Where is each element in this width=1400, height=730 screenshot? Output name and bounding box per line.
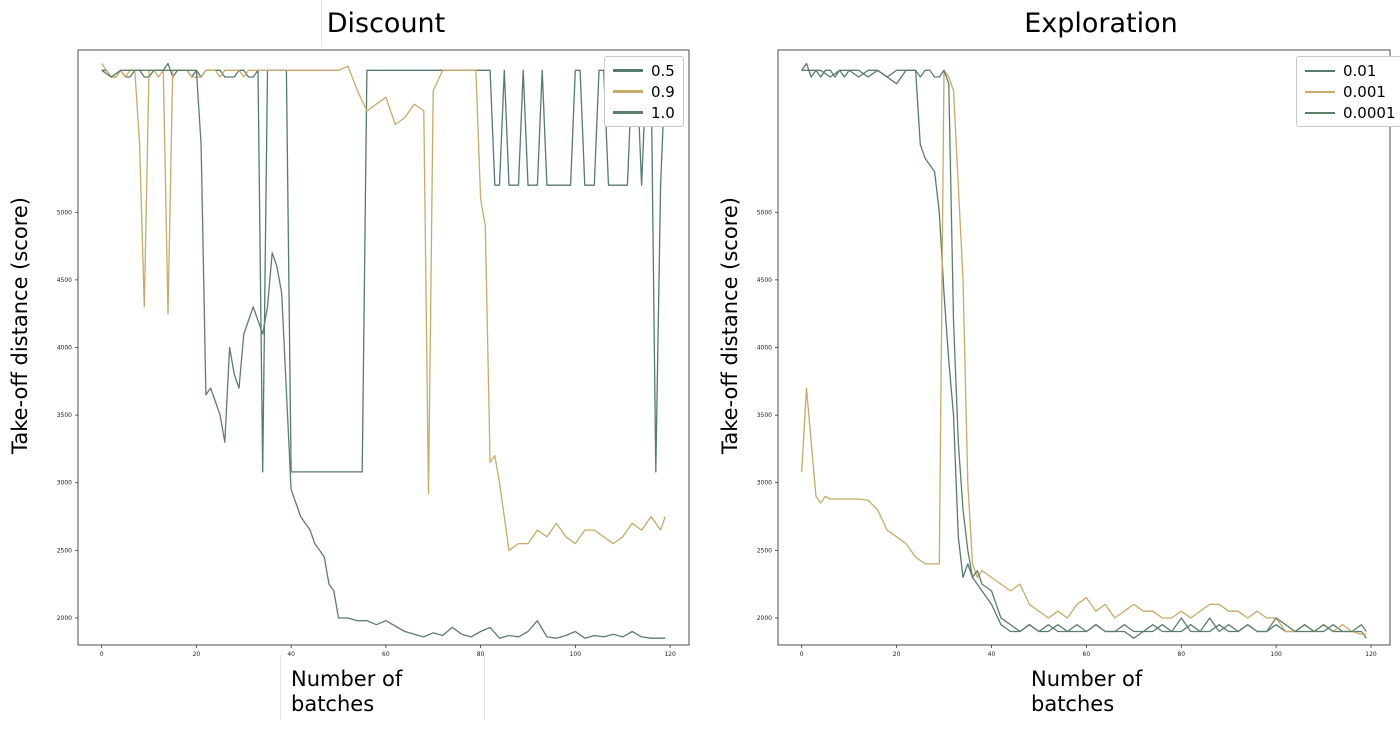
legend-item: 1.0 [613,102,675,123]
y-tick-label: 4500 [57,277,72,284]
x-tick-label: 120 [664,651,676,658]
y-tick-label: 2000 [57,615,72,622]
x-tick-label: 120 [1365,651,1377,658]
x-tick-label: 100 [570,651,582,658]
legend-label: 0.001 [1343,82,1386,101]
legend-item: 0.9 [613,81,675,102]
series-line-2 [801,69,1367,635]
y-tick-label: 3500 [57,412,72,419]
series-line-1 [801,62,1367,639]
y-tick-label: 5000 [57,209,72,216]
legend-label: 1.0 [651,103,675,122]
divider-line [321,0,322,46]
x-tick-label: 60 [1083,651,1091,658]
x-tick-label: 100 [1270,651,1282,658]
x-axis-label-line1: Number of [1031,667,1143,691]
divider-line [280,655,281,720]
series-line-3 [101,69,666,639]
legend-label: 0.5 [651,61,675,80]
divider-line [484,655,485,720]
plot-frame [777,49,1391,646]
plot-area: 0 20 40 60 80 100 120 2000 2500 3000 3500 4000 4500 5… [757,49,1391,658]
legend-swatch [613,69,643,72]
y-tick-label: 3500 [757,412,772,419]
chart-title: Discount [326,8,446,39]
legend-item: 0.001 [1305,81,1396,102]
legend-item: 0.5 [613,60,675,81]
chart-title: Exploration [1024,8,1178,39]
series-line-1 [101,62,666,473]
chart-discount: Discount Take-off distance (score) 0 20 40… [8,0,690,720]
y-tick-label: 2000 [757,615,772,622]
y-tick-label: 2500 [57,547,72,554]
legend: 0.5 0.9 1.0 [604,56,684,127]
x-axis-label-line2: batches [291,692,375,716]
x-tick-label: 60 [382,651,390,658]
legend-item: 0.01 [1305,60,1396,81]
x-tick-label: 80 [1177,651,1185,658]
x-axis-label-line2: batches [1031,692,1115,716]
legend: 0.01 0.001 0.0001 [1296,56,1400,127]
legend-label: 0.9 [651,82,675,101]
x-axis-label-line1: Number of [291,667,403,691]
y-tick-label: 3000 [57,480,72,487]
x-axis-label: Number of batches [1031,667,1171,717]
x-tick-label: 20 [893,651,901,658]
y-tick-label: 4000 [757,345,772,352]
legend-swatch [1305,90,1335,93]
legend-swatch [613,111,643,114]
legend-swatch [1305,111,1335,114]
legend-label: 0.0001 [1343,103,1396,122]
legend-label: 0.01 [1343,61,1377,80]
x-tick-label: 20 [193,651,201,658]
x-tick-label: 40 [287,651,295,658]
y-tick-label: 2500 [757,547,772,554]
y-tick-label: 4500 [757,277,772,284]
x-axis-label: Number of batches [291,667,431,717]
legend-item: 0.0001 [1305,102,1396,123]
x-tick-label: 0 [800,651,804,658]
x-tick-label: 0 [100,651,104,658]
x-tick-label: 80 [477,651,485,658]
y-tick-label: 3000 [757,480,772,487]
y-tick-label: 5000 [757,209,772,216]
plot-area: 0 20 40 60 80 100 120 2000 2500 3000 3500 4000 4500 5… [57,49,690,658]
x-tick-label: 40 [988,651,996,658]
series-line-2 [101,63,666,551]
legend-swatch [1305,69,1335,72]
plot-frame [77,49,690,646]
y-tick-label: 4000 [57,345,72,352]
legend-swatch [613,90,643,93]
series-line-3 [801,69,1367,633]
